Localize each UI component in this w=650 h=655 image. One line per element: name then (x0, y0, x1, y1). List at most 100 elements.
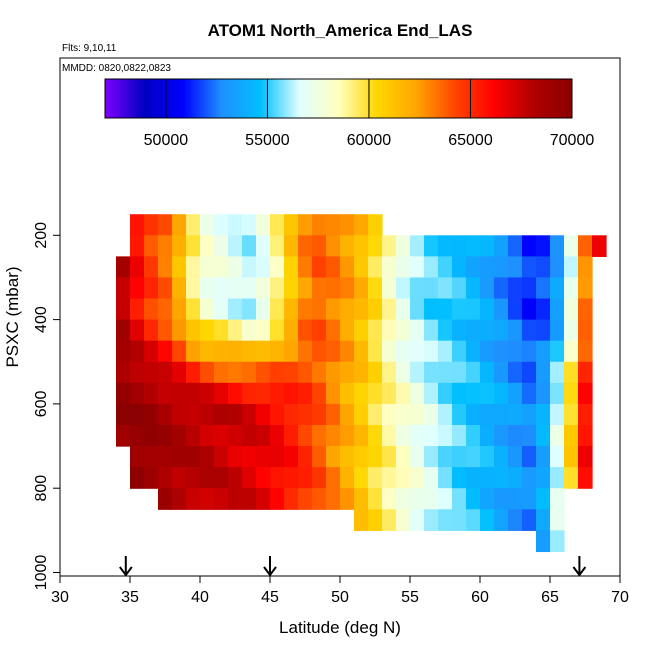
heatmap-cell (550, 530, 565, 553)
heatmap-cell (480, 298, 495, 321)
heatmap-cell (270, 424, 285, 447)
heatmap-cell (186, 446, 201, 468)
heatmap-cell (284, 382, 299, 405)
heatmap-cell (410, 235, 425, 257)
heatmap-cell (494, 277, 509, 300)
heatmap-cell (158, 214, 173, 236)
heatmap-cell (214, 446, 229, 468)
heatmap-cell (396, 277, 411, 300)
heatmap-cell (536, 361, 551, 384)
heatmap-cell (578, 467, 593, 489)
heatmap-cell (256, 424, 271, 447)
heatmap-cell (480, 256, 495, 279)
colorbar-tick-label: 70000 (550, 132, 595, 149)
heatmap-cell (354, 298, 369, 321)
heatmap-cell (284, 298, 299, 321)
heatmap-cell (228, 319, 243, 342)
heatmap-cell (116, 319, 131, 342)
heatmap-cell (536, 446, 551, 468)
heatmap-cell (522, 488, 537, 510)
heatmap-cell (354, 424, 369, 447)
heatmap-cell (424, 403, 439, 426)
heatmap-cell (354, 509, 369, 531)
heatmap-cell (382, 488, 397, 510)
heatmap-cell (578, 298, 593, 321)
heatmap-cell (452, 382, 467, 405)
heatmap-cell (130, 340, 145, 363)
heatmap-cell (158, 256, 173, 279)
heatmap-cell (522, 298, 537, 321)
heatmap-cell (242, 382, 257, 405)
heatmap-cell (228, 467, 243, 489)
heatmap-cell (410, 319, 425, 342)
heatmap-cell (312, 340, 327, 363)
heatmap-cell (564, 446, 579, 468)
heatmap-cell (340, 298, 355, 321)
heatmap-cell (326, 235, 341, 257)
heatmap-cell (200, 256, 215, 279)
heatmap-cell (466, 382, 481, 405)
heatmap-cell (494, 446, 509, 468)
heatmap-cell (340, 361, 355, 384)
heatmap-cell (396, 361, 411, 384)
heatmap-cell (536, 382, 551, 405)
heatmap-cell (270, 235, 285, 257)
heatmap-cell (452, 403, 467, 426)
heatmap-cell (298, 235, 313, 257)
heatmap-cell (186, 277, 201, 300)
heatmap-cell (494, 340, 509, 363)
heatmap-cell (466, 509, 481, 531)
heatmap-cell (158, 446, 173, 468)
heatmap-cell (578, 382, 593, 405)
heatmap-cell (326, 361, 341, 384)
heatmap-cell (200, 298, 215, 321)
heatmap-cell (494, 319, 509, 342)
heatmap-cell (172, 235, 187, 257)
heatmap-cell (214, 214, 229, 236)
heatmap-cell (452, 488, 467, 510)
heatmap-cell (536, 340, 551, 363)
heatmap-cell (130, 382, 145, 405)
x-tick-label: 35 (121, 589, 139, 606)
heatmap-cell (410, 446, 425, 468)
heatmap-cell (186, 235, 201, 257)
heatmap-cell (172, 277, 187, 300)
heatmap-cell (284, 235, 299, 257)
heatmap-cell (284, 340, 299, 363)
heatmap-cell (438, 298, 453, 321)
heatmap-cell (396, 256, 411, 279)
heatmap-cell (410, 361, 425, 384)
heatmap-cell (130, 298, 145, 321)
heatmap-cell (326, 319, 341, 342)
heatmap-cell (368, 446, 383, 468)
heatmap-cell (466, 235, 481, 257)
heatmap-cell (452, 256, 467, 279)
heatmap-cell (592, 235, 607, 257)
heatmap-cell (396, 235, 411, 257)
heatmap-cell (354, 446, 369, 468)
heatmap-cell (214, 235, 229, 257)
heatmap-cell (144, 256, 159, 279)
heatmap-cell (368, 382, 383, 405)
heatmap-cell (536, 319, 551, 342)
heatmap-cell (550, 446, 565, 468)
heatmap-cell (270, 256, 285, 279)
heatmap-cell (354, 214, 369, 236)
heatmap-cell (438, 446, 453, 468)
heatmap-cell (186, 361, 201, 384)
heatmap-cell (396, 467, 411, 489)
subtitle-dates: MMDD: 0820,0822,0823 (62, 63, 171, 74)
heatmap-cell (480, 361, 495, 384)
heatmap-cell (270, 382, 285, 405)
heatmap-cell (270, 214, 285, 236)
heatmap-cell (466, 424, 481, 447)
heatmap-cell (214, 340, 229, 363)
heatmap-cell (438, 424, 453, 447)
heatmap-cell (438, 509, 453, 531)
heatmap-cell (326, 382, 341, 405)
heatmap-cell (270, 467, 285, 489)
heatmap-cell (564, 361, 579, 384)
heatmap-cell (214, 488, 229, 510)
heatmap-cell (382, 382, 397, 405)
heatmap-cell (508, 446, 523, 468)
